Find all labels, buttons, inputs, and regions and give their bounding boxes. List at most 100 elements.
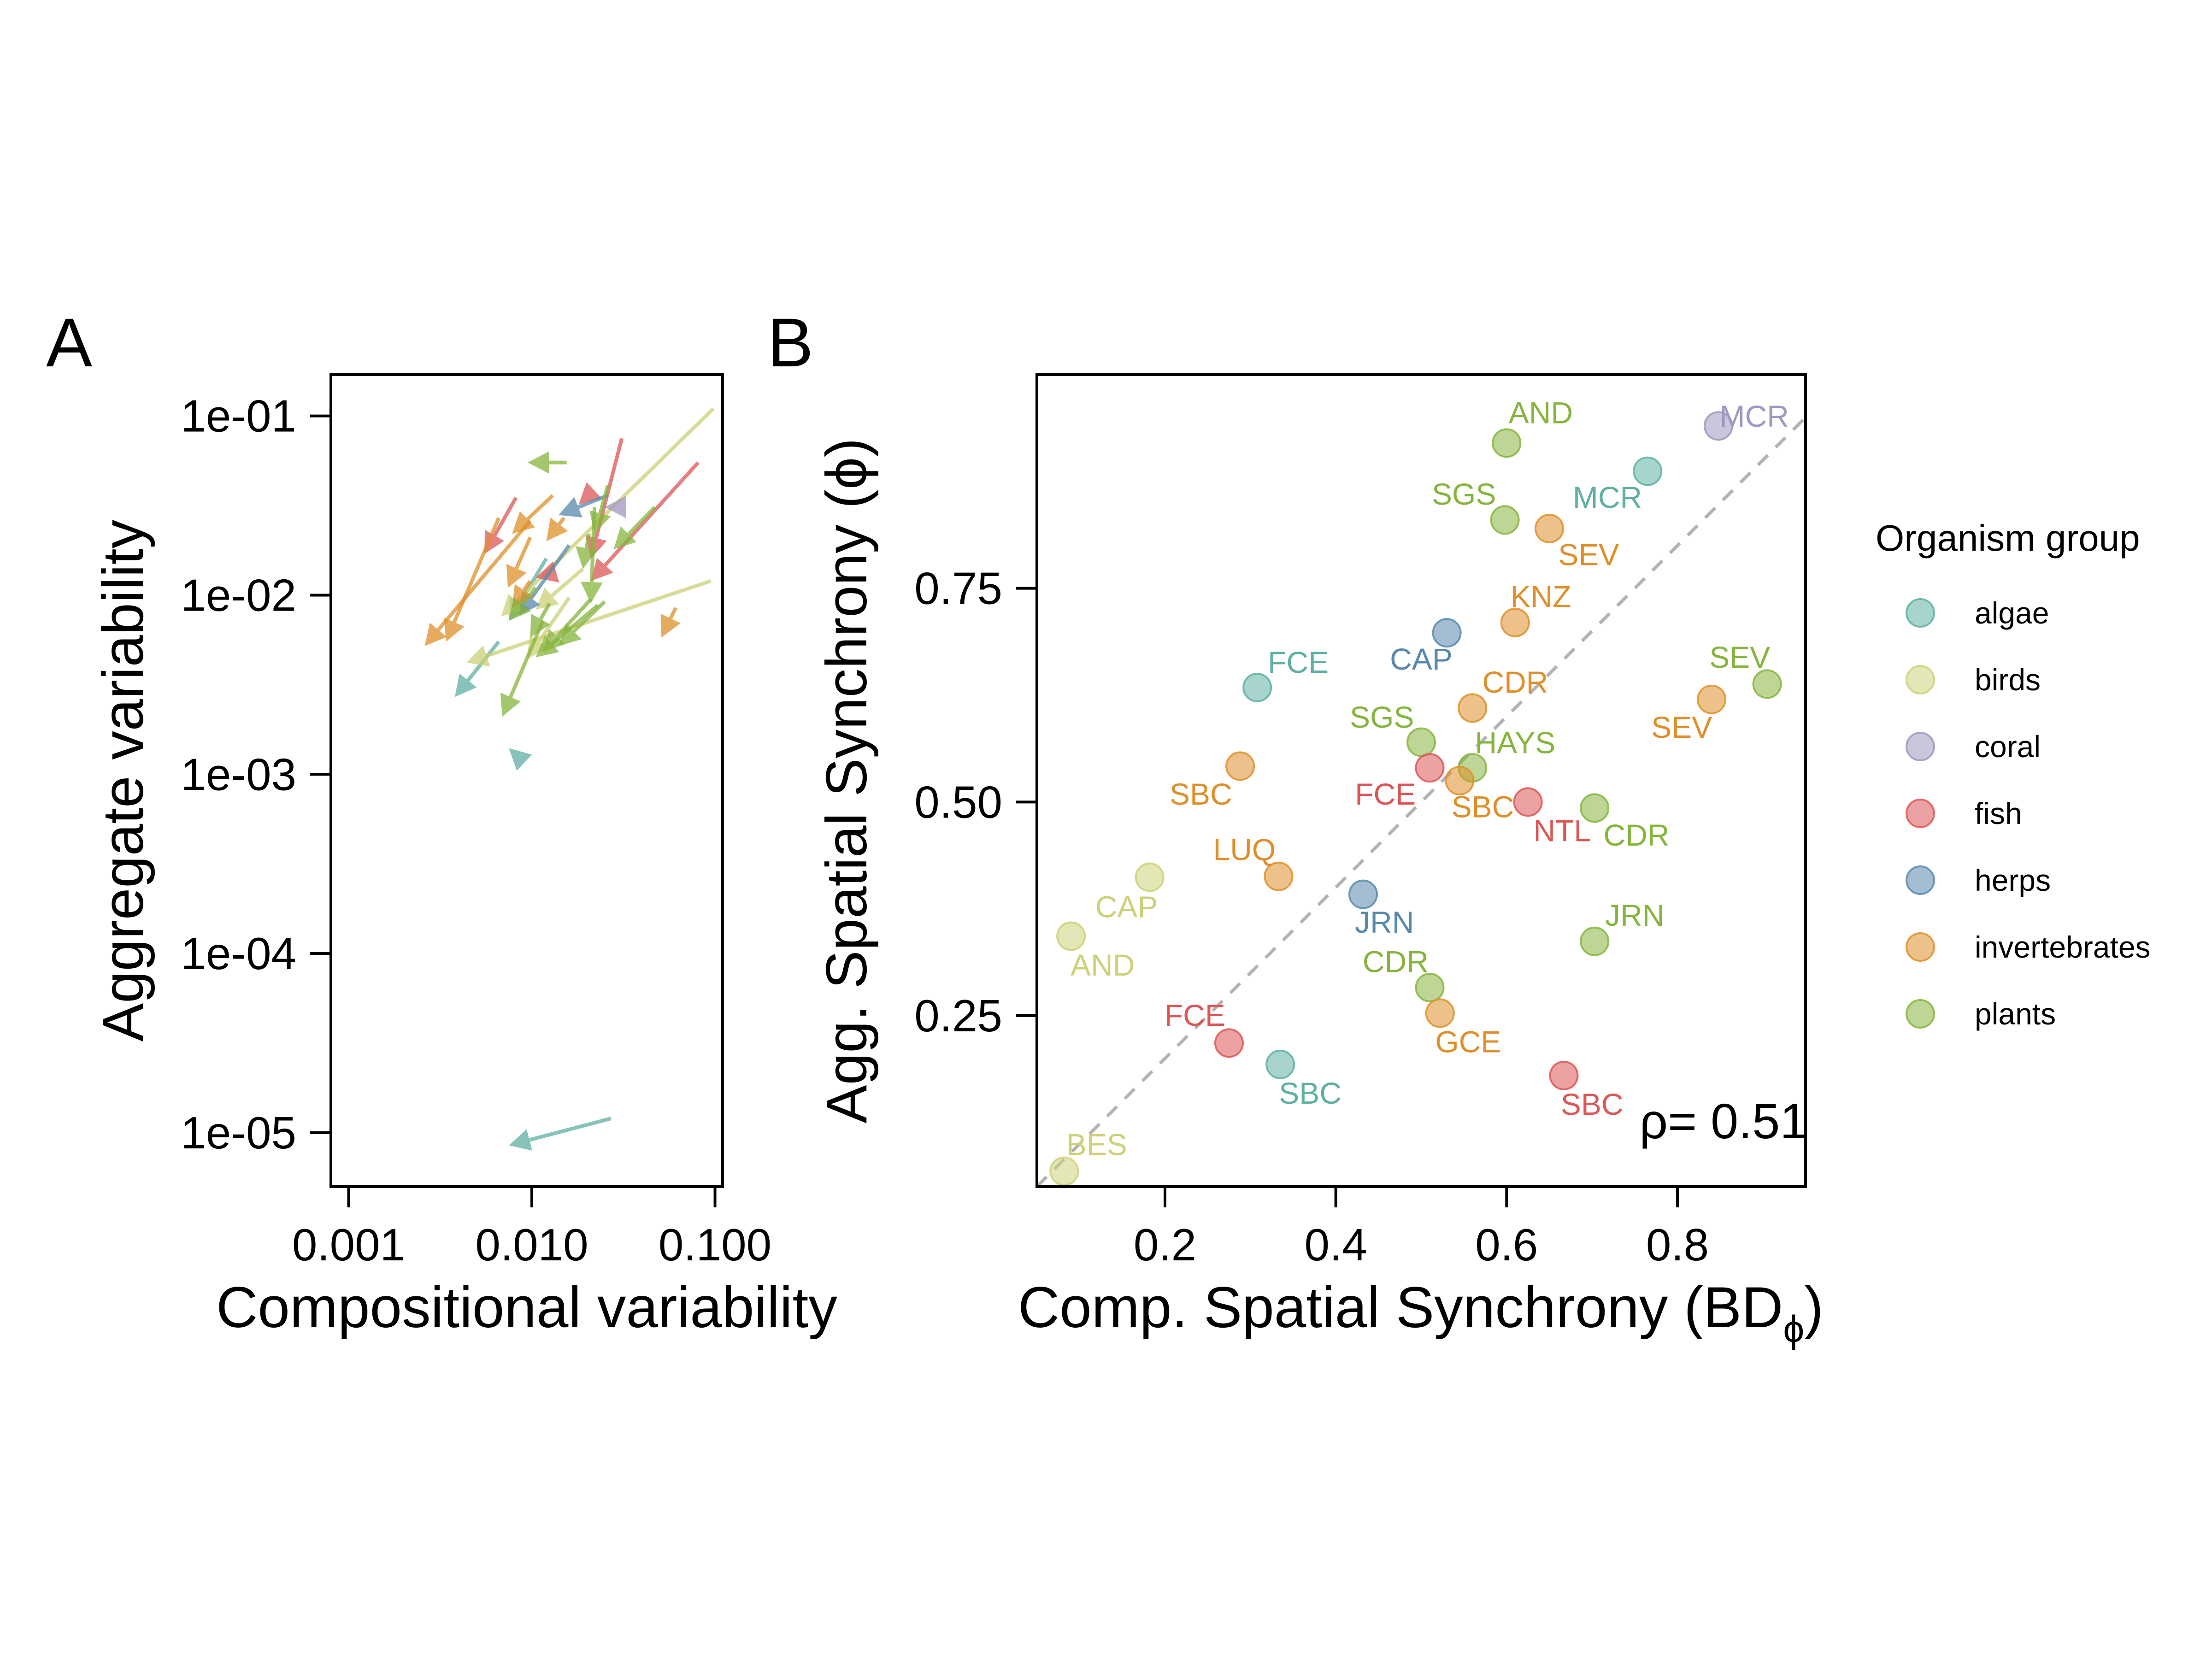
arrow-algae: [454, 640, 500, 697]
arrow-birds: [466, 579, 712, 667]
arrow-fish: [591, 461, 700, 581]
arrow-birds: [527, 596, 571, 659]
panel-b: B 0.2 0.4 0.6 0.8 0.25 0.50 0.75 AND MCR MCR SGS S…: [767, 304, 1824, 1350]
point-cdr-plants: [1415, 972, 1445, 1002]
legend: Organism group algae birds coral fish herps i…: [1876, 518, 2151, 1031]
point-sev-plants: [1752, 669, 1782, 699]
point-label: SEV: [1558, 537, 1619, 571]
arrow-plants: [575, 533, 598, 569]
panel-b-ticks: 0.2 0.4 0.6 0.8 0.25 0.50 0.75: [914, 563, 1709, 1270]
point-label: HAYS: [1475, 726, 1555, 760]
panel-a-arrows: [424, 407, 715, 1151]
point-label: CDR: [1363, 944, 1429, 978]
legend-swatch: [1906, 732, 1935, 761]
legend-label: coral: [1975, 729, 2041, 764]
x-tick-label: 0.8: [1646, 1219, 1709, 1270]
arrow-head: [535, 587, 559, 610]
arrow-shaft: [584, 533, 591, 548]
point-label: GCE: [1435, 1025, 1501, 1059]
legend-label: birds: [1975, 663, 2041, 697]
arrow-birds: [535, 567, 584, 610]
point-label: SEV: [1709, 640, 1770, 674]
arrow-head: [528, 451, 549, 474]
arrow-invertebrates: [444, 517, 500, 642]
point-label: SBC: [1452, 790, 1514, 824]
point-gce-invertebrates: [1425, 998, 1455, 1028]
point-label: NTL: [1533, 814, 1591, 848]
point-fce-fish: [1415, 753, 1445, 783]
arrow-shaft: [537, 596, 571, 643]
panel-b-frame: [1035, 373, 1807, 1188]
point-cdr-plants: [1580, 793, 1610, 823]
arrow-shaft: [515, 536, 532, 569]
point-sbc-fish: [1549, 1060, 1579, 1090]
panel-a-x-title: Compositional variability: [216, 1276, 837, 1340]
y-tick-label: 1e-03: [181, 749, 296, 800]
arrow-shaft: [529, 1117, 612, 1142]
legend-item-plants: plants: [1906, 997, 2056, 1031]
panel-b-x-title-sub: ϕ: [1783, 1308, 1804, 1350]
legend-label: algae: [1975, 596, 2049, 630]
panel-b-tag: B: [767, 304, 813, 381]
arrow-head: [546, 518, 568, 541]
point-label: SEV: [1651, 710, 1712, 744]
point-and-birds: [1056, 921, 1086, 951]
point-sbc-invertebrates: [1445, 766, 1475, 795]
legend-swatch: [1906, 865, 1935, 895]
legend-label: fish: [1975, 796, 2022, 830]
arrow-algae: [509, 1117, 612, 1151]
arrow-shaft: [437, 519, 532, 631]
arrow-invertebrates: [424, 519, 532, 646]
arrow-head: [575, 546, 598, 569]
y-tick-label: 1e-05: [181, 1107, 296, 1158]
arrow-head: [466, 645, 490, 667]
arrow-shaft: [598, 485, 610, 514]
arrow-head: [509, 1129, 532, 1151]
point-label: AND: [1509, 396, 1573, 430]
x-tick-label: 0.010: [475, 1219, 588, 1270]
point-sev-invertebrates: [1535, 513, 1564, 543]
arrow-shaft: [509, 620, 545, 698]
point-label: SBC: [1561, 1087, 1624, 1121]
point-label: JRN: [1355, 905, 1414, 939]
point-bes-birds: [1049, 1156, 1079, 1186]
panel-b-point-labels: AND MCR MCR SGS SEV KNZ CAP FCE CDR SEV SEV SGS HAYS…: [1066, 396, 1789, 1162]
arrow-head: [444, 618, 465, 642]
panel-a-tag: A: [46, 304, 92, 381]
arrow-head: [512, 511, 535, 534]
point-and-plants: [1492, 428, 1522, 458]
arrow-coral: [605, 496, 626, 518]
point-label: LUQ: [1213, 832, 1276, 866]
x-tick-label: 0.2: [1134, 1219, 1196, 1270]
point-jrn-herps: [1348, 879, 1378, 909]
arrow-shaft: [550, 567, 584, 597]
arrow-algae: [509, 748, 532, 771]
arrow-shaft: [604, 461, 700, 567]
arrow-plants: [528, 451, 567, 474]
legend-swatch: [1906, 665, 1935, 694]
panel-b-x-title-close: ): [1804, 1276, 1824, 1340]
arrow-head: [506, 564, 527, 588]
arrow-shaft: [493, 496, 518, 536]
legend-item-herps: herps: [1906, 863, 2051, 897]
point-label: CAP: [1095, 890, 1158, 924]
x-tick-label: 0.4: [1305, 1219, 1367, 1270]
y-tick-label: 1e-04: [181, 928, 296, 979]
panel-b-x-title: Comp. Spatial Synchrony (BDϕ): [1018, 1276, 1824, 1350]
point-label: CDR: [1604, 818, 1670, 852]
panel-b-points: [1049, 411, 1782, 1186]
legend-swatch: [1906, 598, 1935, 628]
arrow-head: [559, 497, 582, 518]
point-cdr-invertebrates: [1458, 693, 1488, 723]
legend-label: herps: [1975, 863, 2051, 897]
x-tick-label: 0.001: [292, 1219, 405, 1270]
legend-item-invertebrates: invertebrates: [1906, 930, 2151, 964]
panel-b-y-title: Agg. Spatial Synchrony (ϕ): [815, 438, 879, 1123]
arrow-head: [613, 526, 637, 550]
arrow-shaft: [669, 607, 677, 619]
point-fce-algae: [1242, 672, 1272, 702]
arrow-plants: [543, 598, 593, 653]
arrow-head: [527, 635, 548, 659]
point-sgs-plants: [1490, 505, 1520, 535]
